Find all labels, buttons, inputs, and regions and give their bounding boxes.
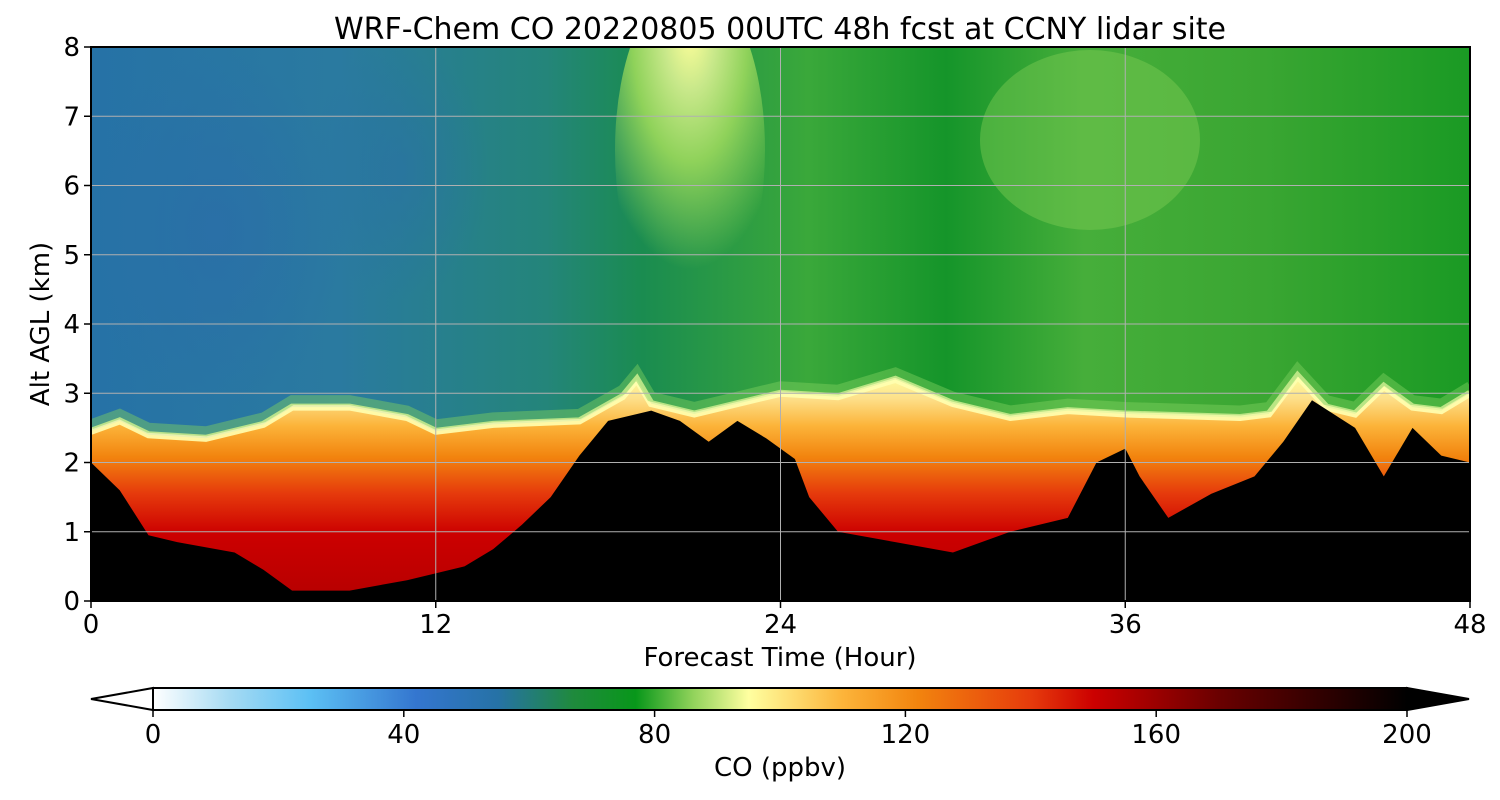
co-plume (615, 47, 765, 320)
grid (91, 47, 1470, 601)
y-tick-label: 2 (63, 449, 80, 479)
colorbar-ticks: 0 40 80 120 160 200 (145, 710, 1432, 750)
x-tick-label: 12 (419, 610, 452, 640)
x-axis: 0 12 24 36 48 (83, 601, 1487, 640)
colorbar-tick-label: 0 (145, 720, 162, 750)
x-tick-label: 0 (83, 610, 100, 640)
chart-title: WRF-Chem CO 20220805 00UTC 48h fcst at C… (334, 12, 1226, 47)
x-tick-label: 48 (1453, 610, 1486, 640)
y-tick-label: 6 (63, 172, 80, 202)
y-tick-label: 8 (63, 33, 80, 63)
x-tick-label: 36 (1109, 610, 1142, 640)
colorbar-tick-label: 80 (638, 720, 671, 750)
y-tick-label: 1 (63, 518, 80, 548)
x-axis-label: Forecast Time (Hour) (643, 643, 916, 673)
y-axis-label: Alt AGL (km) (26, 242, 56, 406)
colorbar-tick-label: 200 (1382, 720, 1432, 750)
low-co-region-2 (310, 47, 490, 300)
x-tick-label: 24 (764, 610, 797, 640)
co-enhanced-band (980, 50, 1200, 230)
y-tick-label: 5 (63, 241, 80, 271)
boundary-layer-halo (91, 361, 1470, 437)
colorbar-bar (153, 688, 1407, 710)
plot-area (91, 47, 1470, 601)
y-axis: 0 1 2 3 4 5 6 7 8 (63, 33, 91, 617)
y-tick-label: 4 (63, 310, 80, 340)
colorbar-extend-high (1406, 686, 1470, 712)
y-tick-label: 3 (63, 379, 80, 409)
colorbar: 0 40 80 120 160 200 CO (ppbv) (90, 686, 1470, 783)
colorbar-tick-label: 40 (387, 720, 420, 750)
colorbar-tick-label: 160 (1131, 720, 1181, 750)
low-co-region (91, 50, 345, 410)
colorbar-extend-low (90, 686, 154, 712)
colorbar-frame (152, 687, 1408, 711)
y-tick-label: 7 (63, 102, 80, 132)
boundary-layer-top (91, 370, 1470, 442)
colorbar-label: CO (ppbv) (714, 753, 846, 783)
y-tick-label: 0 (63, 587, 80, 617)
colorbar-tick-label: 120 (881, 720, 931, 750)
